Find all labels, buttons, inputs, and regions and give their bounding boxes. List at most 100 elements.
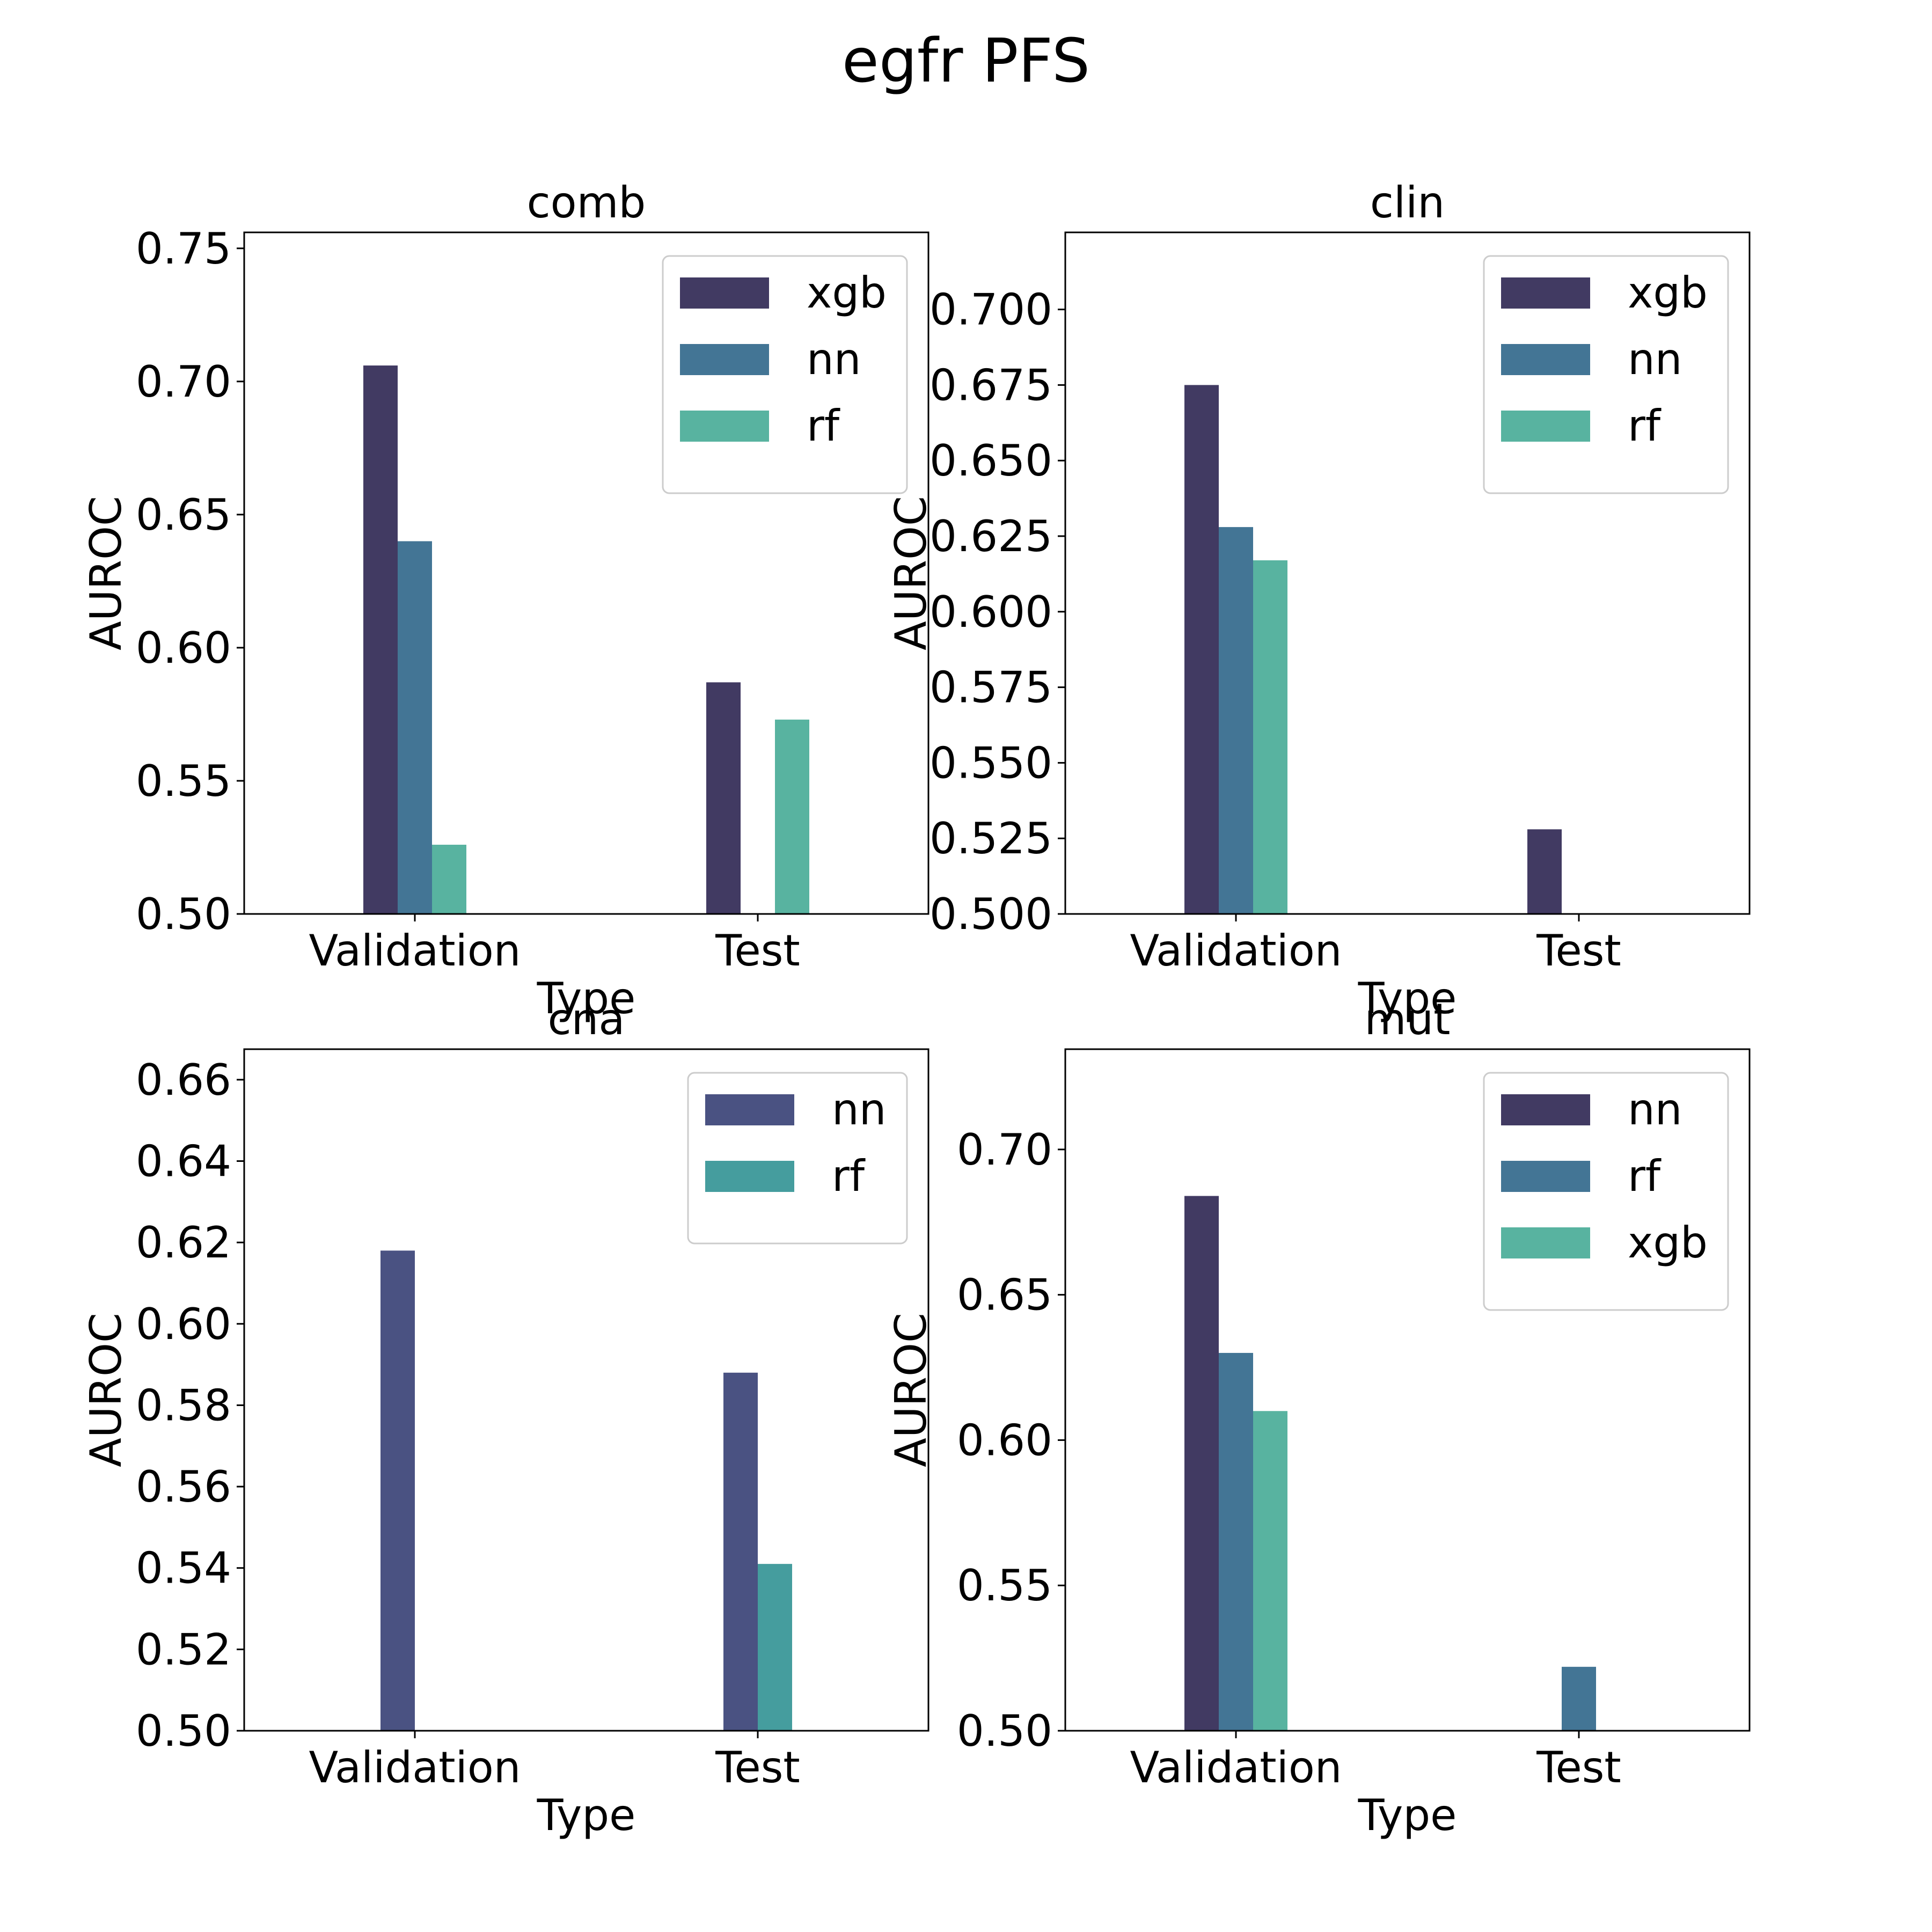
legend: nn rf xgb [1483,1072,1729,1311]
x-axis-label: Type [537,1790,636,1840]
plot-frame [243,1048,930,1732]
plot-frame [1064,1048,1751,1732]
y-tick-label: 0.65 [957,1270,1052,1320]
bar-xgb-validation [1184,385,1219,914]
bar-xgb-validation [1253,1411,1287,1731]
figure-title: egfr PFS [842,26,1090,96]
y-axis-label: AUROC [81,1313,131,1467]
x-tick-label: Test [1536,1743,1621,1792]
y-tick-label: 0.60 [957,1415,1052,1465]
bar-xgb-test [1527,829,1562,914]
y-tick-label: 0.500 [930,889,1052,939]
y-tick-label: 0.575 [930,663,1052,713]
legend-label-rf: rf [1628,401,1662,451]
panel-title: clin [1370,178,1445,228]
legend-label-xgb: xgb [1628,268,1708,318]
legend-swatch-xgb [1501,1227,1590,1258]
legend-swatch-xgb [1501,277,1590,309]
x-tick-label: Validation [309,926,521,976]
legend-swatch-nn [1501,344,1590,375]
legend-swatch-nn [680,344,769,375]
y-tick-label: 0.625 [930,511,1052,561]
bar-rf-test [775,719,809,914]
bar-rf-validation [432,845,466,914]
chart-panel-clin: 0.500 0.525 0.550 0.575 0.600 0.625 0.650 0.675… [886,178,1751,1023]
y-tick-label: 0.50 [136,889,231,939]
x-tick-label: Validation [1130,926,1342,976]
x-axis-label: Type [1358,1790,1457,1840]
y-tick-label: 0.50 [957,1706,1052,1756]
y-tick-label: 0.675 [930,360,1052,410]
legend-label-xgb: xgb [1628,1218,1708,1268]
y-tick-label: 0.600 [930,587,1052,637]
x-axis-label: Type [1358,974,1457,1023]
x-tick-label: Test [715,1743,800,1792]
y-tick-label: 0.55 [957,1561,1052,1611]
y-axis-label: AUROC [886,496,936,650]
x-tick-label: Test [715,926,800,976]
y-tick-label: 0.50 [136,1706,231,1756]
y-tick-label: 0.62 [136,1218,231,1268]
bar-xgb-test [706,682,741,914]
y-tick-label: 0.650 [930,436,1052,486]
y-tick-label: 0.54 [136,1543,231,1593]
y-tick-label: 0.525 [930,814,1052,863]
panel-title: cna [548,994,625,1044]
legend-label-nn: nn [1628,334,1682,384]
x-tick-label: Test [1536,926,1621,976]
legend: nn rf [687,1072,908,1245]
y-tick-label: 0.60 [136,623,231,673]
y-tick-label: 0.66 [136,1055,231,1105]
y-tick-label: 0.550 [930,738,1052,788]
y-tick-label: 0.64 [136,1137,231,1187]
x-tick-label: Validation [1130,1743,1342,1792]
y-axis-label: AUROC [886,1313,936,1467]
bar-nn-validation [398,541,432,914]
chart-panel-mut: 0.50 0.55 0.60 0.65 0.70 Validation Test Type AU… [886,994,1751,1840]
legend-label-rf: rf [1628,1151,1662,1201]
legend-label-rf: rf [807,401,840,451]
chart-panel-cna: 0.50 0.52 0.54 0.56 0.58 0.60 0.62 0.64 0.66 Vali… [81,994,930,1840]
y-tick-label: 0.55 [136,756,231,806]
bar-rf-test [758,1564,792,1731]
legend-swatch-rf [705,1161,794,1192]
legend-swatch-nn [705,1094,794,1125]
y-tick-label: 0.52 [136,1624,231,1674]
y-tick-label: 0.60 [136,1299,231,1349]
x-tick-label: Validation [309,1743,521,1792]
legend-label-xgb: xgb [807,268,887,318]
legend: xgb nn rf [1483,255,1729,494]
chart-panel-comb: 0.50 0.55 0.60 0.65 0.70 0.75 Validation Test Ty… [81,178,930,1023]
y-tick-label: 0.65 [136,490,231,540]
legend: xgb nn rf [662,255,908,494]
legend-swatch-xgb [680,277,769,309]
plot-frame [1064,231,1751,915]
y-tick-label: 0.58 [136,1380,231,1430]
bar-nn-validation [380,1250,415,1731]
y-axis-label: AUROC [81,496,131,650]
bar-rf-test [1562,1666,1596,1731]
bar-nn-validation [1219,527,1253,914]
legend-label-nn: nn [1628,1085,1682,1135]
x-axis-label: Type [537,974,636,1023]
y-tick-label: 0.75 [136,224,231,274]
legend-label-rf: rf [832,1151,866,1201]
panel-title: mut [1365,994,1451,1044]
bar-nn-validation [1184,1196,1219,1731]
legend-swatch-rf [680,411,769,442]
plot-frame [243,231,930,915]
legend-label-nn: nn [807,334,861,384]
bar-rf-validation [1219,1352,1253,1731]
legend-swatch-rf [1501,411,1590,442]
bar-nn-test [723,1372,758,1731]
bar-rf-validation [1253,560,1287,914]
legend-label-nn: nn [832,1085,886,1135]
legend-swatch-nn [1501,1094,1590,1125]
legend-swatch-rf [1501,1161,1590,1192]
y-tick-label: 0.70 [136,357,231,407]
bar-xgb-validation [363,365,398,914]
y-tick-label: 0.56 [136,1462,231,1512]
panel-title: comb [527,178,646,228]
y-tick-label: 0.70 [957,1125,1052,1175]
